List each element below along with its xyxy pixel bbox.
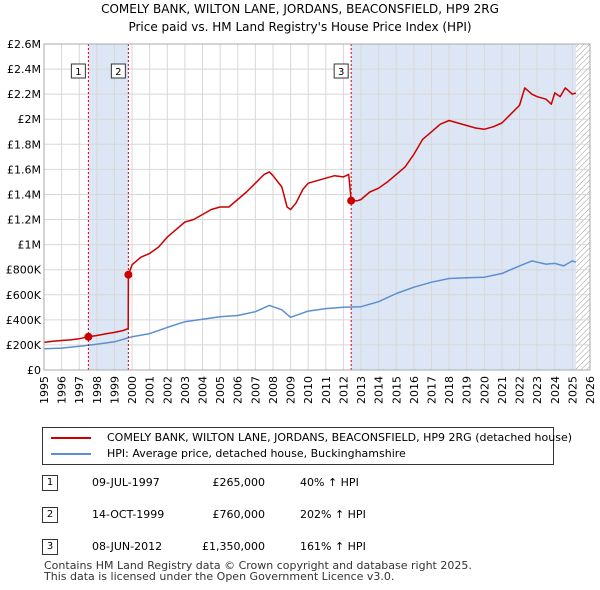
y-tick-label: £800K xyxy=(6,264,42,277)
x-tick-label: 2010 xyxy=(302,376,315,404)
x-tick-label: 2019 xyxy=(461,376,474,404)
sale-hpi-change: 202% ↑ HPI xyxy=(300,508,366,521)
y-tick-label: £2.6M xyxy=(7,38,41,51)
x-tick-label: 1997 xyxy=(73,376,86,404)
x-tick-label: 2018 xyxy=(443,376,456,404)
legend-swatch-price xyxy=(51,437,91,439)
sale-date: 09-JUL-1997 xyxy=(92,476,160,489)
y-tick-label: £2.4M xyxy=(7,63,41,76)
ownership-shade xyxy=(88,44,129,370)
plot-frame xyxy=(43,43,591,371)
y-tick-label: £0 xyxy=(27,364,41,377)
x-tick-label: 2006 xyxy=(232,376,245,404)
y-tick-label: £600K xyxy=(6,289,42,302)
table-row: 2 14-OCT-1999 £760,000 202% ↑ HPI xyxy=(0,505,600,525)
y-tick-label: £2M xyxy=(18,113,42,126)
x-tick-label: 2001 xyxy=(144,376,157,404)
x-tick-label: 2016 xyxy=(408,376,421,404)
forecast-hatch xyxy=(575,44,590,370)
x-tick-label: 1996 xyxy=(56,376,69,404)
x-tick-label: 2009 xyxy=(285,376,298,404)
chart-title: COMELY BANK, WILTON LANE, JORDANS, BEACO… xyxy=(101,2,499,16)
x-tick-label: 2021 xyxy=(496,376,509,404)
price-paid-line xyxy=(43,87,577,344)
x-tick-label: 2003 xyxy=(179,376,192,404)
x-tick-label: 2020 xyxy=(478,376,491,404)
hpi-line xyxy=(43,260,577,350)
sale-point xyxy=(124,270,133,279)
sale-price: £265,000 xyxy=(212,476,266,489)
table-row: 1 09-JUL-1997 £265,000 40% ↑ HPI xyxy=(0,473,600,493)
sale-point xyxy=(347,196,356,205)
legend-label-price: COMELY BANK, WILTON LANE, JORDANS, BEACO… xyxy=(107,431,573,444)
footer-licence: This data is licensed under the Open Gov… xyxy=(44,570,395,583)
sale-badge: 1 xyxy=(42,475,58,491)
y-tick-label: £1M xyxy=(18,239,42,252)
x-tick-label: 2005 xyxy=(214,376,227,404)
x-tick-label: 2026 xyxy=(584,376,597,404)
y-tick-label: £200K xyxy=(6,339,42,352)
y-tick-label: £1.8M xyxy=(7,138,41,151)
x-tick-label: 2014 xyxy=(373,376,386,404)
sale-badge: 2 xyxy=(42,507,58,523)
x-tick-label: 2013 xyxy=(355,376,368,404)
x-tick-label: 2015 xyxy=(390,376,403,404)
x-tick-label: 2022 xyxy=(514,376,527,404)
table-row: 3 08-JUN-2012 £1,350,000 161% ↑ HPI xyxy=(0,537,600,557)
sale-label-box xyxy=(333,63,349,79)
sale-label: 2 xyxy=(115,67,121,78)
footer-copyright: Contains HM Land Registry data © Crown c… xyxy=(44,559,472,572)
ownership-shade xyxy=(351,44,576,370)
footer: Contains HM Land Registry data © Crown c… xyxy=(44,560,472,582)
x-tick-label: 1998 xyxy=(91,376,104,404)
y-tick-label: £1.6M xyxy=(7,163,41,176)
x-tick-label: 2012 xyxy=(337,376,350,404)
price-chart: 1 2 3 £0 £200K £400K £600K £800K £1M £1.2M £1.4M £… xyxy=(6,38,597,404)
sale-price: £760,000 xyxy=(212,508,266,521)
sale-hpi-change: 161% ↑ HPI xyxy=(300,540,366,553)
sale-price: £1,350,000 xyxy=(202,540,265,553)
y-tick-label: £1.4M xyxy=(7,188,41,201)
legend-label-hpi: HPI: Average price, detached house, Buck… xyxy=(107,447,406,460)
y-tick-label: £400K xyxy=(6,314,42,327)
sale-label: 3 xyxy=(338,67,344,78)
x-tick-label: 2007 xyxy=(249,376,262,404)
y-tick-label: £1.2M xyxy=(7,214,41,227)
x-tick-label: 2025 xyxy=(566,376,579,404)
legend-swatch-hpi xyxy=(51,453,91,455)
x-tick-label: 2000 xyxy=(126,376,139,404)
x-tick-label: 1999 xyxy=(108,376,121,404)
sale-date: 14-OCT-1999 xyxy=(92,508,165,521)
y-tick-label: £2.2M xyxy=(7,88,41,101)
sale-label: 1 xyxy=(75,67,81,78)
x-tick-label: 2024 xyxy=(549,376,562,404)
sale-badge: 3 xyxy=(42,539,58,555)
x-tick-label: 2011 xyxy=(320,376,333,404)
chart-subtitle: Price paid vs. HM Land Registry's House … xyxy=(128,20,472,34)
x-tick-label: 1995 xyxy=(38,376,51,404)
sale-point xyxy=(84,332,93,341)
x-tick-label: 2023 xyxy=(531,376,544,404)
x-tick-label: 2008 xyxy=(267,376,280,404)
sale-hpi-change: 40% ↑ HPI xyxy=(300,476,359,489)
sale-label-box xyxy=(110,63,126,79)
x-tick-label: 2002 xyxy=(161,376,174,404)
sale-label-box xyxy=(70,63,86,79)
legend: COMELY BANK, WILTON LANE, JORDANS, BEACO… xyxy=(42,427,572,465)
x-tick-label: 2004 xyxy=(197,376,210,404)
sale-date: 08-JUN-2012 xyxy=(92,540,163,553)
x-tick-label: 2017 xyxy=(425,376,438,404)
